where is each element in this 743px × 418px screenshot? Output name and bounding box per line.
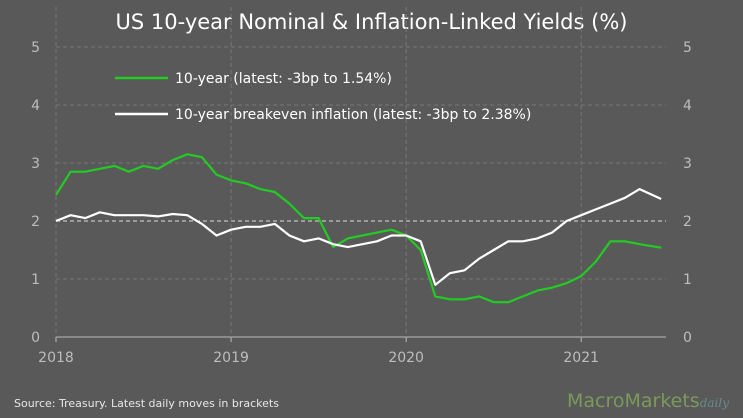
x-tick: 2021	[563, 350, 599, 366]
y-tick-right: 3	[683, 156, 692, 172]
y-tick-right: 2	[683, 214, 692, 230]
y-tick-right: 1	[683, 272, 692, 288]
legend-label-1: 10-year breakeven inflation (latest: -3b…	[175, 107, 531, 123]
y-tick-left: 5	[31, 40, 40, 56]
source-note: Source: Treasury. Latest daily moves in …	[14, 397, 279, 410]
chart-title: US 10-year Nominal & Inflation-Linked Yi…	[115, 10, 628, 34]
x-tick: 2018	[38, 350, 74, 366]
series-line-0	[55, 153, 662, 304]
y-tick-left: 4	[31, 98, 40, 114]
y-tick-right: 4	[683, 98, 692, 114]
logo-main: MacroMarkets	[566, 390, 700, 412]
x-tick: 2020	[388, 350, 424, 366]
y-tick-right: 0	[683, 330, 692, 346]
y-tick-left: 0	[31, 330, 40, 346]
x-tick: 2019	[213, 350, 249, 366]
logo-sub: daily	[699, 396, 729, 410]
y-tick-left: 3	[31, 156, 40, 172]
series-line-1	[55, 188, 662, 286]
y-tick-left: 1	[31, 272, 40, 288]
legend-label-0: 10-year (latest: -3bp to 1.54%)	[175, 71, 392, 87]
y-tick-right: 5	[683, 40, 692, 56]
y-tick-left: 2	[31, 214, 40, 230]
logo: MacroMarketsdaily	[567, 390, 729, 412]
